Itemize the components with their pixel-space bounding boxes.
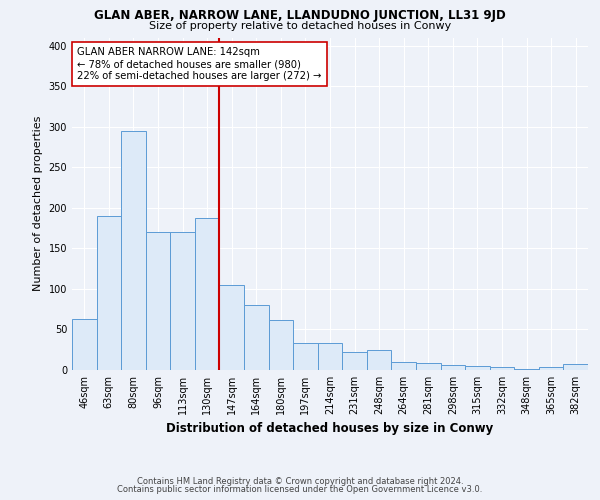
- Bar: [563, 364, 588, 370]
- Bar: [170, 232, 195, 370]
- Text: GLAN ABER NARROW LANE: 142sqm
← 78% of detached houses are smaller (980)
22% of : GLAN ABER NARROW LANE: 142sqm ← 78% of d…: [77, 48, 322, 80]
- Bar: [490, 367, 514, 370]
- Text: GLAN ABER, NARROW LANE, LLANDUDNO JUNCTION, LL31 9JD: GLAN ABER, NARROW LANE, LLANDUDNO JUNCTI…: [94, 9, 506, 22]
- Bar: [121, 131, 146, 370]
- Bar: [72, 319, 97, 370]
- X-axis label: Distribution of detached houses by size in Conwy: Distribution of detached houses by size …: [166, 422, 494, 436]
- Text: Size of property relative to detached houses in Conwy: Size of property relative to detached ho…: [149, 21, 451, 31]
- Bar: [318, 343, 342, 370]
- Bar: [391, 362, 416, 370]
- Bar: [293, 343, 318, 370]
- Bar: [195, 218, 220, 370]
- Bar: [367, 350, 391, 370]
- Bar: [465, 366, 490, 370]
- Bar: [269, 320, 293, 370]
- Bar: [342, 352, 367, 370]
- Y-axis label: Number of detached properties: Number of detached properties: [33, 116, 43, 292]
- Bar: [244, 305, 269, 370]
- Bar: [97, 216, 121, 370]
- Bar: [514, 369, 539, 370]
- Text: Contains HM Land Registry data © Crown copyright and database right 2024.: Contains HM Land Registry data © Crown c…: [137, 477, 463, 486]
- Bar: [220, 285, 244, 370]
- Bar: [416, 362, 440, 370]
- Bar: [440, 365, 465, 370]
- Text: Contains public sector information licensed under the Open Government Licence v3: Contains public sector information licen…: [118, 485, 482, 494]
- Bar: [539, 367, 563, 370]
- Bar: [146, 232, 170, 370]
